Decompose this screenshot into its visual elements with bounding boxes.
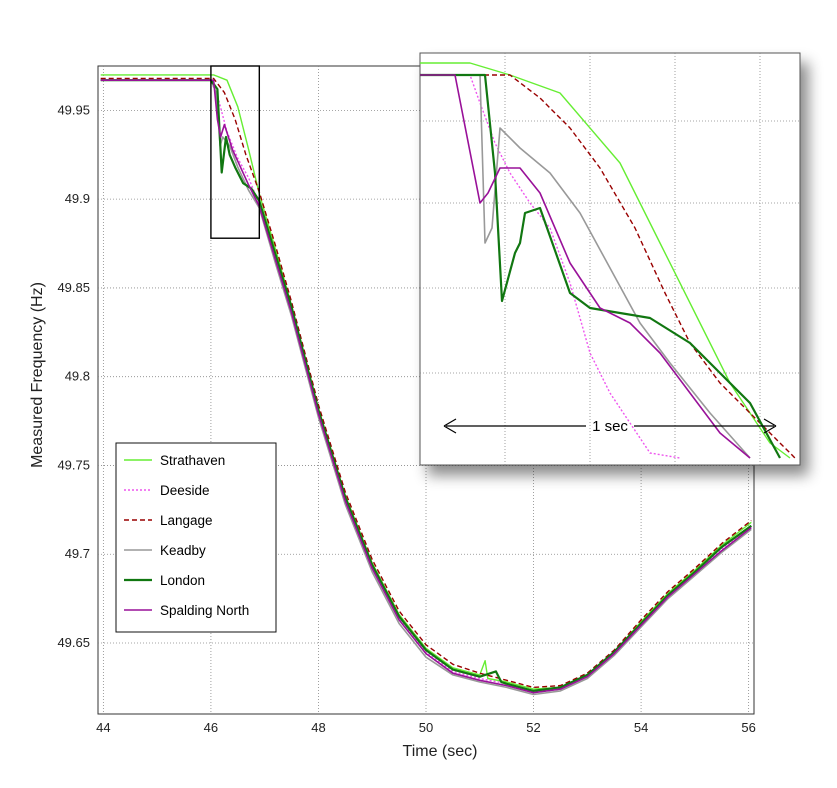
x-tick-label: 54 <box>634 720 648 735</box>
x-tick-label: 50 <box>419 720 433 735</box>
series-line-london <box>100 79 752 692</box>
series-line-deeside <box>100 79 752 694</box>
inset-series-line-deeside <box>420 74 681 459</box>
legend-label-london: London <box>160 573 205 588</box>
x-tick-labels: 44 46 48 50 52 54 56 <box>96 720 756 735</box>
legend-box <box>115 442 277 633</box>
legend: Strathaven Deeside Langage Keadby London Spal… <box>115 442 277 633</box>
legend-label-keadby: Keadby <box>160 543 206 558</box>
one-second-span: 1 sec <box>443 418 777 435</box>
x-tick-label: 52 <box>526 720 540 735</box>
inset-series-line-london <box>420 73 781 459</box>
series-line-langage <box>100 77 752 689</box>
zoom-inset: 1 sec <box>419 52 801 466</box>
x-tick-label: 46 <box>204 720 218 735</box>
x-tick-label: 44 <box>96 720 110 735</box>
inset-series-line-langage <box>420 74 796 459</box>
legend-label-deeside: Deeside <box>160 483 210 498</box>
y-tick-label: 49.95 <box>57 102 90 117</box>
y-tick-labels: 49.65 49.7 49.75 49.8 49.85 49.9 49.95 <box>57 102 90 650</box>
x-tick-label: 48 <box>311 720 325 735</box>
inset-series-group <box>420 62 796 459</box>
y-tick-label: 49.9 <box>65 191 90 206</box>
inset-series-line-keadby <box>420 74 751 459</box>
span-arrow-left <box>443 418 457 434</box>
span-arrow-right <box>763 418 777 434</box>
inset-series-line-strathaven <box>420 62 791 459</box>
zoom-region-box <box>210 65 261 239</box>
y-tick-label: 49.7 <box>65 546 90 561</box>
legend-label-strathaven: Strathaven <box>160 453 225 468</box>
inset-frame <box>419 52 801 466</box>
y-tick-label: 49.75 <box>57 457 90 472</box>
span-label: 1 sec <box>592 418 628 435</box>
y-axis-label: Measured Frequency (Hz) <box>29 282 46 468</box>
x-tick-label: 56 <box>741 720 755 735</box>
x-axis-label: Time (sec) <box>403 743 478 760</box>
legend-label-langage: Langage <box>160 513 213 528</box>
y-tick-label: 49.8 <box>65 369 90 384</box>
series-line-spalding-north <box>100 79 752 694</box>
y-tick-label: 49.85 <box>57 280 90 295</box>
y-tick-label: 49.65 <box>57 635 90 650</box>
inset-series-line-spalding-north <box>420 74 751 459</box>
legend-label-spalding-north: Spalding North <box>160 603 249 618</box>
main-series-group <box>100 74 752 696</box>
